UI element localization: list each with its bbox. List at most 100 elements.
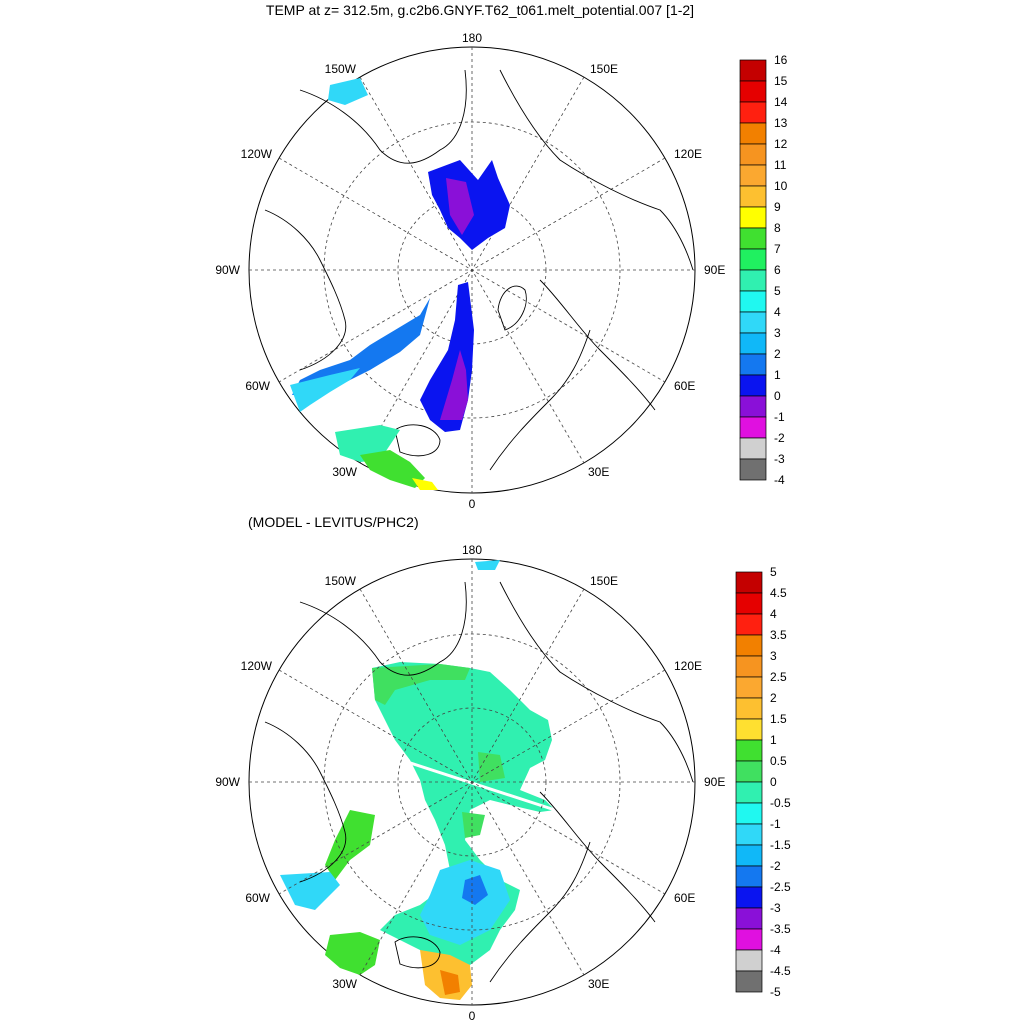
- top-colorbar-swatch: [739, 395, 767, 418]
- top-colorbar-swatch: [739, 353, 767, 376]
- top-colorbar-swatch: [739, 458, 767, 481]
- bottom-colorbar-label: 5: [770, 565, 777, 579]
- bottom-field-lomonosov-patch: [462, 812, 485, 838]
- top-colorbar-label: 15: [774, 74, 788, 88]
- bottom-colorbar-label: 2.5: [770, 670, 787, 684]
- bottom-title: (MODEL - LEVITUS/PHC2): [248, 514, 419, 530]
- top-colorbar-swatch: [739, 185, 767, 208]
- bottom-colorbar-label: 3.5: [770, 628, 787, 642]
- top-colorbar-swatch: [739, 101, 767, 124]
- bottom-colorbar-swatch: [735, 949, 763, 972]
- bottom-colorbar: 5 4.5 4 3.5 3 2.5 2 1.5 1 0.5 0 -0.5 -1 -1.5 -2 -2.5 -3 -…: [735, 565, 791, 999]
- top-map: 180 0 90W 90E 150W 120W 150E 120E 60W 30…: [215, 31, 725, 511]
- bottom-map: 180 0 90W 90E 150W 120W 150E 120E 60W 30…: [215, 543, 725, 1023]
- top-lon-label-120w: 120W: [241, 147, 273, 161]
- bottom-colorbar-label: -4.5: [770, 964, 791, 978]
- bottom-colorbar-swatch: [735, 844, 763, 867]
- top-lon-label-150w: 150W: [325, 62, 357, 76]
- bottom-lon-label-60w: 60W: [245, 891, 270, 905]
- top-colorbar-label: -1: [774, 410, 785, 424]
- bottom-lon-label-0: 0: [469, 1009, 476, 1023]
- bottom-lon-label-90w: 90W: [215, 775, 240, 789]
- top-field-labrador: [290, 368, 360, 412]
- top-data-field: [290, 78, 510, 490]
- bottom-colorbar-swatch: [735, 739, 763, 762]
- bottom-field-eurasian-patch: [478, 752, 505, 782]
- bottom-lon-label-30e: 30E: [588, 977, 609, 991]
- bottom-panel: (MODEL - LEVITUS/PHC2): [215, 514, 791, 1023]
- top-lon-labels: 180 0 90W 90E 150W 120W 150E 120E 60W 30…: [215, 31, 725, 511]
- top-colorbar-label: 6: [774, 263, 781, 277]
- bottom-colorbar-label: -0.5: [770, 796, 791, 810]
- top-colorbar-swatch: [739, 332, 767, 355]
- bottom-colorbar-swatch: [735, 613, 763, 636]
- bottom-colorbar-swatch: [735, 781, 763, 804]
- top-colorbar-label: 3: [774, 326, 781, 340]
- bottom-field-seam: [394, 756, 556, 812]
- top-colorbar-label: 1: [774, 368, 781, 382]
- top-colorbar-swatch: [739, 269, 767, 292]
- bottom-field-pacific: [475, 560, 500, 570]
- top-colorbar-label: 0: [774, 389, 781, 403]
- bottom-colorbar-swatch: [735, 592, 763, 615]
- top-lon-label-60e: 60E: [674, 379, 695, 393]
- bottom-colorbar-swatch: [735, 865, 763, 888]
- bottom-colorbar-swatch: [735, 928, 763, 951]
- top-field-warm-spot: [412, 478, 438, 490]
- bottom-lon-label-30w: 30W: [332, 977, 357, 991]
- top-colorbar-label: 16: [774, 53, 788, 67]
- bottom-colorbar-swatch: [735, 823, 763, 846]
- bottom-data-field: [280, 560, 556, 1000]
- top-lon-label-90e: 90E: [704, 263, 725, 277]
- top-colorbar-swatch: [739, 206, 767, 229]
- top-lon-label-30e: 30E: [588, 465, 609, 479]
- top-colorbar-swatch: [739, 290, 767, 313]
- bottom-colorbar-swatch: [735, 676, 763, 699]
- top-lon-label-150e: 150E: [590, 62, 618, 76]
- bottom-colorbar-swatch: [735, 886, 763, 909]
- top-colorbar-swatch: [739, 80, 767, 103]
- top-coastlines: [264, 69, 694, 471]
- bottom-lon-label-90e: 90E: [704, 775, 725, 789]
- top-colorbar-label: 5: [774, 284, 781, 298]
- top-colorbar-label: 4: [774, 305, 781, 319]
- bottom-colorbar-swatch: [735, 760, 763, 783]
- bottom-coastlines: [264, 581, 694, 983]
- top-colorbar-label: 10: [774, 179, 788, 193]
- bottom-colorbar-label: 4: [770, 607, 777, 621]
- top-lon-label-180: 180: [462, 31, 482, 45]
- top-colorbar-swatch: [739, 164, 767, 187]
- bottom-field-baffin: [325, 810, 375, 880]
- bottom-colorbar-label: -1.5: [770, 838, 791, 852]
- bottom-colorbar-swatch: [735, 718, 763, 741]
- top-colorbar-swatch: [739, 437, 767, 460]
- top-lon-label-120e: 120E: [674, 147, 702, 161]
- top-colorbar-label: -3: [774, 452, 785, 466]
- top-colorbar-swatch: [739, 59, 767, 82]
- top-field-baffin: [292, 298, 430, 395]
- top-colorbar-label: -4: [774, 473, 785, 487]
- bottom-lon-label-150e: 150E: [590, 574, 618, 588]
- top-panel: TEMP at z= 312.5m, g.c2b6.GNYF.T62_t061.…: [215, 2, 787, 511]
- top-title: TEMP at z= 312.5m, g.c2b6.GNYF.T62_t061.…: [266, 2, 694, 18]
- bottom-colorbar-label: -3.5: [770, 922, 791, 936]
- top-lon-label-0: 0: [469, 497, 476, 511]
- bottom-colorbar-label: 1: [770, 733, 777, 747]
- top-field-pacific: [328, 78, 368, 105]
- top-colorbar-swatch: [739, 416, 767, 439]
- bottom-colorbar-swatch: [735, 571, 763, 594]
- top-colorbar-swatch: [739, 122, 767, 145]
- bottom-lon-label-180: 180: [462, 543, 482, 557]
- bottom-colorbar-swatch: [735, 907, 763, 930]
- bottom-colorbar-label: 0: [770, 775, 777, 789]
- top-colorbar-swatch: [739, 248, 767, 271]
- top-colorbar-label: 9: [774, 200, 781, 214]
- top-colorbar-label: 14: [774, 95, 788, 109]
- bottom-lon-label-120w: 120W: [241, 659, 273, 673]
- bottom-colorbar-label: 1.5: [770, 712, 787, 726]
- bottom-colorbar-label: 2: [770, 691, 777, 705]
- bottom-lon-label-120e: 120E: [674, 659, 702, 673]
- top-field-north-atlantic: [360, 450, 425, 488]
- bottom-lon-label-150w: 150W: [325, 574, 357, 588]
